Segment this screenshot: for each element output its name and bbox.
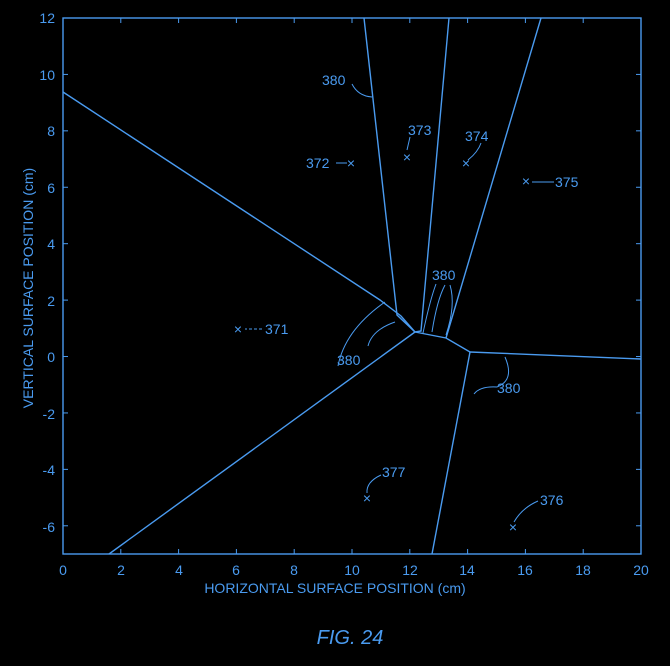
- x-tick-label: 20: [633, 562, 649, 578]
- x-tick-label: 16: [517, 562, 533, 578]
- y-tick-labels: 12 10 8 6 4 2 0 -2 -4 -6: [39, 10, 55, 535]
- leader-lines: [245, 84, 554, 522]
- cell-boundaries: [63, 18, 641, 554]
- leader-line: [352, 84, 372, 97]
- site-marker-375: ×: [522, 173, 530, 189]
- site-label-374: 374: [465, 128, 489, 144]
- x-tick-label: 14: [459, 562, 475, 578]
- figure-caption: FIG. 24: [317, 627, 384, 649]
- y-tick-label: -6: [43, 519, 56, 535]
- site-label-371: 371: [265, 321, 289, 337]
- site-marker-373: ×: [403, 149, 411, 165]
- site-marker-377: ×: [363, 490, 371, 506]
- boundary-line: [470, 352, 641, 359]
- y-tick-label: 4: [47, 236, 55, 252]
- site-label-372: 372: [306, 155, 330, 171]
- y-tick-marks: [63, 18, 641, 526]
- site-marker-374: ×: [462, 155, 470, 171]
- boundary-line: [63, 92, 415, 332]
- site-label-373: 373: [408, 122, 432, 138]
- x-tick-label: 2: [117, 562, 125, 578]
- boundary-label: 380: [322, 72, 346, 88]
- boundary-label: 380: [432, 267, 456, 283]
- x-axis-title: HORIZONTAL SURFACE POSITION (cm): [204, 580, 465, 596]
- y-tick-label: 6: [47, 180, 55, 196]
- x-tick-label: 18: [575, 562, 591, 578]
- y-axis-title: VERTICAL SURFACE POSITION (cm): [20, 168, 36, 408]
- x-tick-label: 8: [290, 562, 298, 578]
- site-marker-372: ×: [347, 155, 355, 171]
- y-tick-label: 0: [47, 349, 55, 365]
- y-tick-label: -2: [43, 406, 56, 422]
- y-tick-label: 2: [47, 293, 55, 309]
- site-label-377: 377: [382, 464, 406, 480]
- y-tick-label: 12: [39, 10, 55, 26]
- boundary-line: [109, 332, 415, 554]
- x-tick-labels: 0 2 4 6 8 10 12 14 16 18 20: [59, 562, 649, 578]
- boundary-line: [364, 18, 415, 332]
- y-tick-label: 8: [47, 123, 55, 139]
- site-label-375: 375: [555, 174, 579, 190]
- x-tick-label: 6: [232, 562, 240, 578]
- x-tick-marks: [63, 18, 641, 554]
- y-tick-label: 10: [39, 67, 55, 83]
- leader-line: [432, 285, 445, 332]
- leader-line: [368, 322, 395, 346]
- x-tick-label: 4: [175, 562, 183, 578]
- boundary-line: [415, 332, 470, 352]
- boundary-label: 380: [497, 380, 521, 396]
- site-marker-371: ×: [234, 321, 242, 337]
- boundary-label: 380: [337, 352, 361, 368]
- x-tick-label: 10: [344, 562, 360, 578]
- boundary-labels: 380 380 380 380: [322, 72, 521, 396]
- x-tick-label: 12: [402, 562, 418, 578]
- boundary-line: [432, 352, 470, 554]
- boundary-line: [415, 18, 449, 332]
- plot-frame: [63, 18, 641, 554]
- site-label-376: 376: [540, 492, 564, 508]
- site-marker-376: ×: [509, 519, 517, 535]
- y-tick-label: -4: [43, 462, 56, 478]
- x-tick-label: 0: [59, 562, 67, 578]
- leader-line: [514, 501, 538, 522]
- leader-line: [474, 387, 497, 394]
